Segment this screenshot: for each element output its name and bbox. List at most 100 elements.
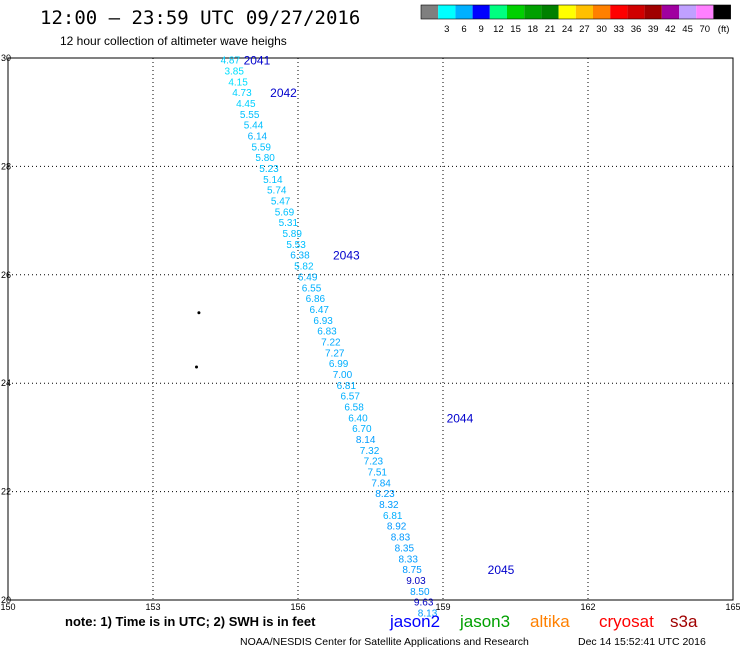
swh-value-label: 6.83 bbox=[317, 327, 337, 338]
swh-value-label: 5.69 bbox=[275, 207, 295, 218]
y-tick-label: 26 bbox=[1, 270, 11, 280]
x-tick-label: 162 bbox=[580, 602, 595, 612]
legend-swatch bbox=[438, 5, 456, 19]
swh-value-label: 5.14 bbox=[263, 175, 283, 186]
chart-subtitle: 12 hour collection of altimeter wave hei… bbox=[60, 34, 287, 48]
legend-label: 24 bbox=[562, 24, 573, 35]
swh-value-label: 6.40 bbox=[348, 413, 368, 424]
swh-value-label: 8.35 bbox=[395, 543, 415, 554]
swh-value-label: 6.38 bbox=[290, 251, 310, 262]
swh-value-label: 8.92 bbox=[387, 522, 407, 533]
swh-value-label: 5.53 bbox=[286, 240, 306, 251]
legend-label: 6 bbox=[461, 24, 466, 35]
legend-label: 45 bbox=[682, 24, 693, 35]
swh-value-label: 7.32 bbox=[360, 446, 380, 457]
legend-swatch bbox=[696, 5, 714, 19]
swh-value-label: 6.57 bbox=[340, 392, 360, 403]
swh-value-label: 8.75 bbox=[402, 565, 422, 576]
legend-swatch bbox=[472, 5, 490, 19]
swh-value-label: 5.89 bbox=[282, 229, 302, 240]
y-tick-label: 24 bbox=[1, 378, 11, 388]
swh-value-label: 7.27 bbox=[325, 348, 345, 359]
swh-value-label: 7.84 bbox=[371, 478, 391, 489]
footer-timestamp: Dec 14 15:52:41 UTC 2016 bbox=[578, 636, 706, 648]
satellite-label: jason2 bbox=[389, 612, 440, 631]
legend-label: 33 bbox=[614, 24, 625, 35]
swh-value-label: 5.31 bbox=[279, 218, 299, 229]
swh-value-label: 4.15 bbox=[228, 77, 248, 88]
swh-value-label: 6.81 bbox=[383, 511, 403, 522]
swh-value-label: 6.55 bbox=[302, 283, 322, 294]
legend-swatch bbox=[575, 5, 593, 19]
satellite-label: jason3 bbox=[459, 612, 510, 631]
plot-frame bbox=[7, 57, 734, 601]
legend-swatch bbox=[679, 5, 697, 19]
legend-swatch bbox=[541, 5, 559, 19]
swh-value-label: 5.74 bbox=[267, 186, 287, 197]
x-tick-label: 153 bbox=[145, 602, 160, 612]
swh-value-label: 8.83 bbox=[391, 533, 411, 544]
time-label: 2044 bbox=[447, 411, 474, 425]
swh-value-label: 9.63 bbox=[414, 598, 434, 609]
legend-swatch bbox=[421, 5, 439, 19]
y-tick-label: 30 bbox=[1, 53, 11, 63]
legend-label: 39 bbox=[648, 24, 659, 35]
time-label: 2042 bbox=[270, 86, 297, 100]
color-legend: 3 6 9 12 15 18 21 24 27 30 33 36 39 42 45 70 (ft) bbox=[420, 4, 731, 35]
y-tick-label: 28 bbox=[1, 161, 11, 171]
swh-value-label: 4.45 bbox=[236, 99, 256, 110]
legend-swatch bbox=[713, 5, 731, 19]
swh-value-label: 5.55 bbox=[240, 110, 260, 121]
x-tick-label: 156 bbox=[290, 602, 305, 612]
swh-value-label: 3.85 bbox=[224, 66, 244, 77]
satellite-label: cryosat bbox=[599, 612, 654, 631]
swh-value-label: 4.73 bbox=[232, 88, 252, 99]
legend-label: 42 bbox=[665, 24, 676, 35]
legend-swatch bbox=[455, 5, 473, 19]
swh-value-label: 8.14 bbox=[356, 435, 376, 446]
legend-label: 21 bbox=[545, 24, 556, 35]
swh-value-label: 7.23 bbox=[364, 457, 384, 468]
observation-dot bbox=[197, 311, 201, 315]
swh-value-label: 9.03 bbox=[406, 576, 426, 587]
observation-dot bbox=[195, 365, 198, 369]
swh-value-label: 8.32 bbox=[379, 500, 399, 511]
legend-label: 9 bbox=[479, 24, 484, 35]
swh-value-label: 6.99 bbox=[329, 359, 349, 370]
legend-label: 3 bbox=[444, 24, 449, 35]
swh-value-label: 7.51 bbox=[368, 468, 388, 479]
swh-value-label: 7.22 bbox=[321, 337, 341, 348]
legend-swatch bbox=[644, 5, 662, 19]
swh-value-label: 6.14 bbox=[248, 132, 268, 143]
satellite-legend: jason2 jason3 altika cryosat s3a bbox=[389, 612, 698, 631]
footer-note: note: 1) Time is in UTC; 2) SWH is in fe… bbox=[65, 614, 316, 629]
swh-value-label: 4.87 bbox=[221, 56, 241, 67]
legend-label: 18 bbox=[528, 24, 539, 35]
swh-value-label: 5.47 bbox=[271, 197, 291, 208]
swh-value-label: 5.23 bbox=[259, 164, 279, 175]
legend-label: 27 bbox=[579, 24, 590, 35]
legend-swatch bbox=[661, 5, 679, 19]
legend-label: 36 bbox=[631, 24, 642, 35]
swh-value-label: 8.13 bbox=[418, 608, 438, 619]
legend-swatch bbox=[489, 5, 507, 19]
legend-label: 15 bbox=[510, 24, 521, 35]
legend-label: 12 bbox=[493, 24, 504, 35]
legend-swatch bbox=[627, 5, 645, 19]
swh-value-label: 5.59 bbox=[252, 142, 272, 153]
swh-value-label: 7.00 bbox=[333, 370, 353, 381]
swh-value-label: 5.80 bbox=[255, 153, 275, 164]
satellite-label: altika bbox=[530, 612, 570, 631]
time-label: 2045 bbox=[488, 563, 515, 577]
swh-value-label: 5.44 bbox=[244, 121, 264, 132]
legend-label: 70 bbox=[700, 24, 711, 35]
swh-value-label: 6.47 bbox=[310, 305, 330, 316]
legend-swatch bbox=[507, 5, 525, 19]
swh-value-label: 6.81 bbox=[337, 381, 357, 392]
swh-value-label: 6.86 bbox=[306, 294, 326, 305]
legend-frame bbox=[420, 4, 731, 20]
x-tick-label: 165 bbox=[725, 602, 740, 612]
legend-swatch bbox=[593, 5, 611, 19]
chart-title: 12:00 — 23:59 UTC 09/27/2016 bbox=[40, 7, 360, 29]
